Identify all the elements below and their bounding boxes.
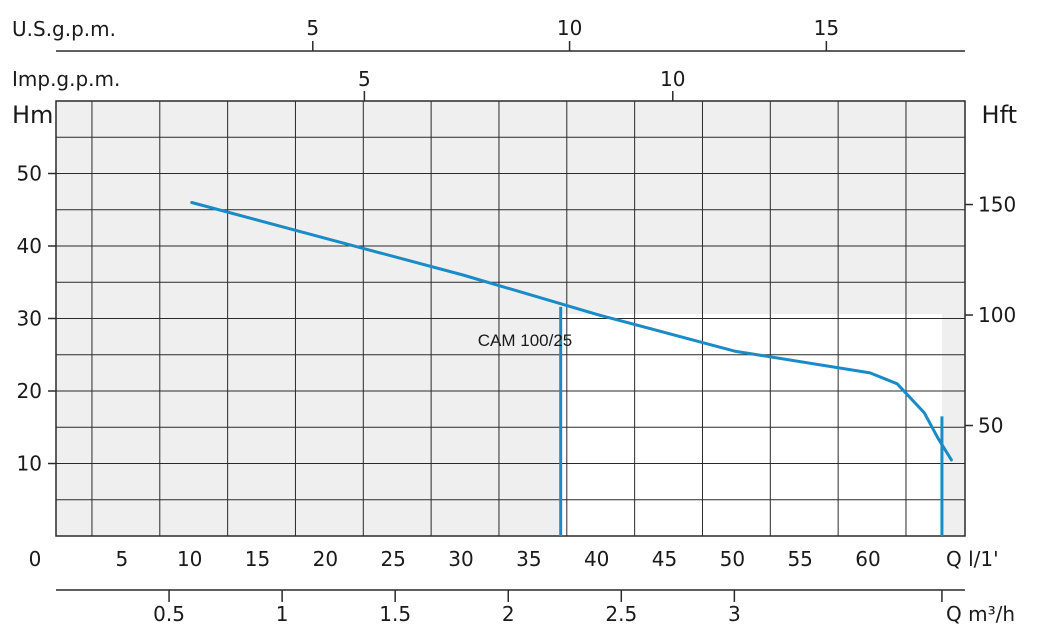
flow-lmin-tick-label: 30 [448,547,473,571]
flow-lmin-tick-label: 25 [380,547,405,571]
flow-m3h-axis-label: Q m³/h [946,602,1015,626]
right-tick-label: 100 [978,303,1016,327]
left-tick-label: 10 [17,452,42,476]
flow-lmin-tick-label: 20 [313,547,338,571]
flow-m3h-tick-label: 1 [276,602,289,626]
left-tick-label: 40 [17,234,42,258]
impgpm-tick-label: 10 [660,67,685,91]
flow-lmin-tick-label: 40 [584,547,609,571]
flow-lmin-tick-label: 5 [115,547,128,571]
origin-label: 0 [29,547,42,571]
series-line [190,201,953,462]
impgpm-axis-label: Imp.g.p.m. [12,67,120,91]
left-tick-label: 20 [17,379,42,403]
flow-lmin-axis-label: Q l/1' [946,547,999,571]
left-axis-label: Hm [12,101,53,129]
flow-m3h-tick-label: 2 [502,602,515,626]
flow-m3h-tick-label: 1.5 [379,602,411,626]
flow-lmin-tick-label: 55 [787,547,812,571]
grid-lines [55,100,966,537]
right-tick-label: 50 [978,414,1003,438]
flow-m3h-tick-label: 3 [728,602,741,626]
flow-lmin-tick-label: 10 [177,547,202,571]
usgpm-tick-label: 5 [306,16,319,40]
usgpm-tick-label: 10 [557,16,582,40]
flow-m3h-tick-label: 0.5 [153,602,185,626]
right-tick-label: 150 [978,193,1016,217]
impgpm-tick-label: 5 [358,67,371,91]
axis-layer [48,41,973,602]
series-label: CAM 100/25 [478,331,573,350]
usgpm-axis-label: U.S.g.p.m. [12,17,116,41]
series-layer: CAM 100/25 [190,201,953,536]
right-axis-label: Hft [982,101,1017,129]
flow-lmin-tick-label: 35 [516,547,541,571]
usgpm-tick-label: 15 [814,16,839,40]
flow-m3h-tick-label: 2.5 [605,602,637,626]
flow-lmin-tick-label: 45 [652,547,677,571]
flow-lmin-tick-label: 60 [855,547,880,571]
flow-lmin-tick-label: 50 [720,547,745,571]
flow-lmin-tick-label: 15 [245,547,270,571]
operating-range-area [560,314,942,536]
left-tick-label: 30 [17,307,42,331]
left-tick-label: 50 [17,162,42,186]
